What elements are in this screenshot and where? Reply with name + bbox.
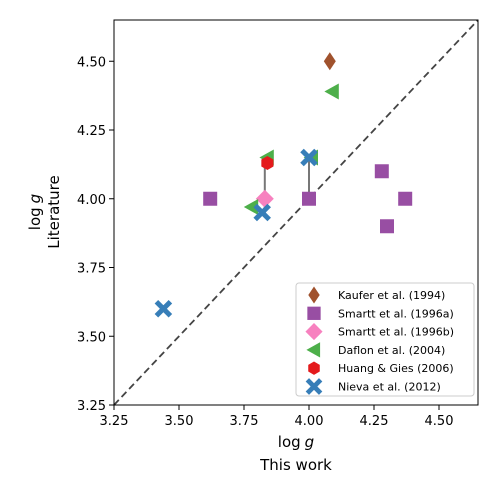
data-point-s1-p3 [380, 219, 394, 234]
data-point-s1-p2 [374, 164, 389, 179]
y-tick-label-4: 4.25 [77, 124, 106, 139]
y-tick-label-0: 3.25 [77, 399, 106, 414]
points-layer [154, 52, 413, 318]
y-tick-label-1: 3.50 [77, 330, 106, 345]
legend-label-4: Huang & Gies (2006) [338, 362, 454, 375]
y-axis-title-log: log [26, 207, 44, 230]
data-point-s1-p1 [302, 191, 316, 206]
legend-marker-0 [308, 286, 320, 304]
y-tick-label-3: 4.00 [77, 193, 106, 208]
y-axis-title-g: g [26, 194, 44, 204]
x-tick-label-1: 3.50 [165, 414, 194, 429]
legend-label-3: Daflon et al. (2004) [338, 344, 445, 357]
one-to-one-line [113, 19, 479, 406]
data-point-s2-p0 [255, 189, 274, 208]
dashed-reference-line-layer [113, 19, 479, 406]
x-tick-label-3: 4.00 [295, 414, 324, 429]
ticks-layer: 3.25 3.50 3.75 4.00 4.25 4.50 3.25 3.50 3.75 4.00… [77, 55, 453, 429]
x-axis-title-log: log [278, 433, 301, 451]
legend-marker-5 [305, 378, 323, 395]
y-axis-title: log g [26, 194, 44, 230]
x-tick-label-0: 3.25 [100, 414, 129, 429]
x-axis-title-g: g [305, 433, 315, 451]
data-point-s1-p4 [398, 191, 413, 206]
data-point-s5-p0 [154, 299, 173, 318]
plot-frame [113, 19, 479, 406]
legend-label-5: Nieva et al. (2012) [338, 381, 441, 394]
x-tick-label-5: 4.50 [425, 414, 454, 429]
legend-marker-1 [307, 306, 321, 320]
data-point-s0-p0 [323, 52, 336, 71]
legend-marker-3 [306, 342, 321, 358]
legend-marker-4 [308, 361, 320, 375]
y-tick-label-2: 3.75 [77, 262, 106, 277]
legend-label-2: Smartt et al. (1996b) [338, 326, 454, 339]
legend-box [295, 282, 475, 397]
data-point-s1-p0 [203, 191, 218, 206]
data-point-s3-p3 [243, 199, 259, 215]
legend-label-1: Smartt et al. (1996a) [338, 307, 454, 320]
data-point-s3-p0 [324, 83, 339, 100]
legend-label-0: Kaufer et al. (1994) [338, 289, 445, 302]
data-point-s4-p0 [261, 156, 274, 170]
y-axis-subtitle: Literature [45, 175, 63, 248]
x-axis-subtitle: This work [259, 456, 332, 474]
x-tick-label-4: 4.25 [360, 414, 389, 429]
data-point-s5-p2 [300, 148, 318, 167]
x-axis-title: log g [278, 433, 314, 451]
x-tick-label-2: 3.75 [230, 414, 259, 429]
legend-marker-2 [305, 323, 323, 341]
legend: Kaufer et al. (1994) Smartt et al. (1996a… [295, 282, 475, 397]
y-tick-label-5: 4.50 [77, 55, 106, 70]
data-point-s5-p1 [253, 203, 271, 222]
